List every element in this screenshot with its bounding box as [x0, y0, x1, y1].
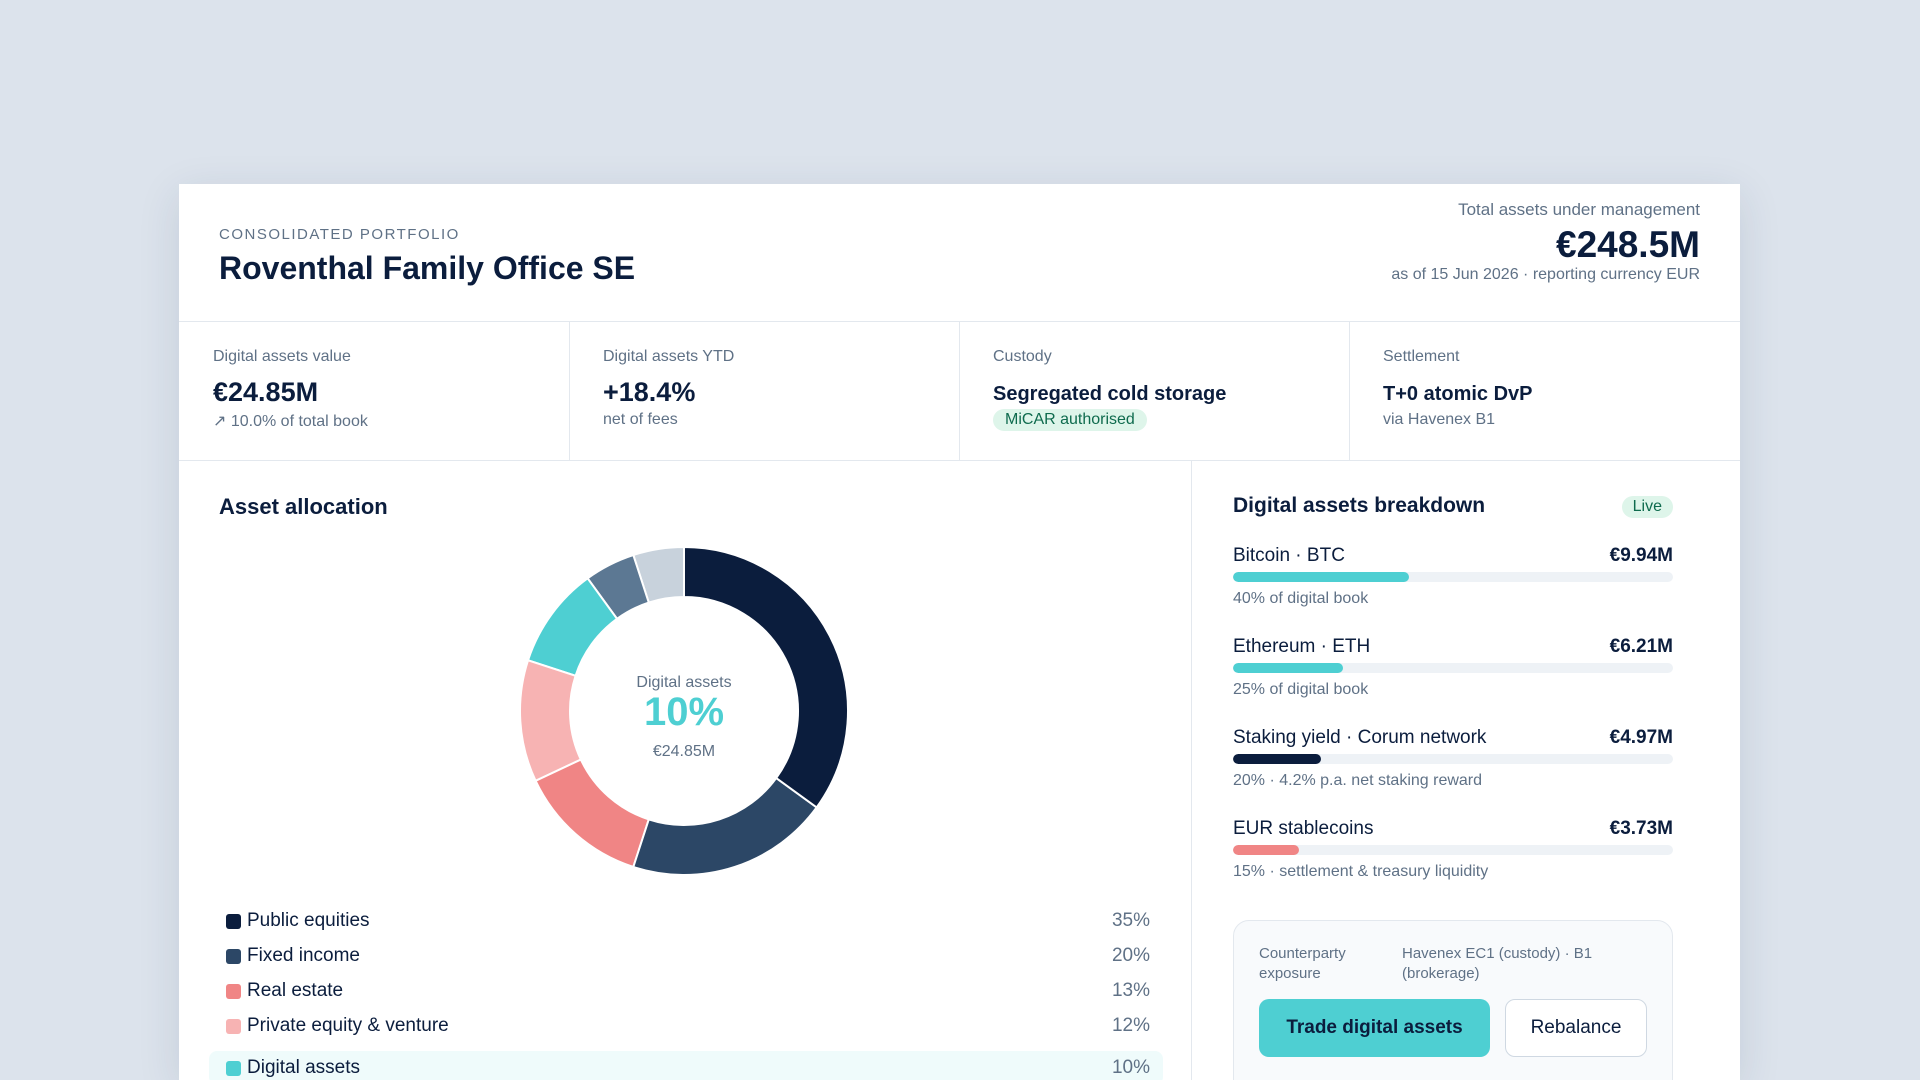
aum-value: €248.5M [1556, 224, 1700, 265]
bar-track [1233, 663, 1673, 673]
donut-slice [534, 758, 651, 869]
item-note: 15% · settlement & treasury liquidity [1233, 863, 1489, 880]
breakdown-item: Bitcoin · BTC €9.94M 40% of digital book [1233, 545, 1673, 635]
legend-value: 12% [1111, 1015, 1150, 1036]
legend-item: Private equity & venture 12% [209, 1009, 1163, 1043]
kpi-label: Custody [993, 348, 1052, 365]
page-title: Roventhal Family Office SE [219, 250, 636, 286]
legend-swatch [226, 914, 241, 929]
kpi-note: via Havenex B1 [1383, 411, 1496, 428]
donut-slice [586, 553, 651, 621]
bar [1233, 754, 1321, 764]
aum-note: as of 15 Jun 2026 · reporting currency E… [1391, 266, 1700, 283]
live-badge: Live [1621, 496, 1673, 518]
kpi-note: ↗ 10.0% of total book [213, 413, 368, 430]
aum-label: Total assets under management [1458, 200, 1700, 219]
trade-button[interactable]: Trade digital assets [1259, 999, 1490, 1057]
item-note: 25% of digital book [1233, 681, 1369, 698]
divider [1191, 460, 1192, 1080]
kpi: Custody Segregated cold storage MiCAR auth… [959, 321, 1350, 460]
kpi-label: Digital assets value [213, 348, 351, 365]
item-note: 40% of digital book [1233, 590, 1369, 607]
legend-label: Fixed income [247, 945, 360, 966]
legend-swatch [226, 1019, 241, 1034]
item-value: €6.21M [1609, 636, 1673, 657]
bar [1233, 572, 1409, 582]
item-name: Bitcoin · BTC [1233, 545, 1345, 566]
center-note: €24.85M [653, 743, 715, 760]
legend-value: 20% [1111, 945, 1150, 966]
divider [179, 460, 1740, 461]
donut-slice [683, 545, 849, 809]
item-value: €9.94M [1609, 545, 1673, 566]
donut-chart: Digital assets 10% €24.85M [519, 545, 849, 876]
eyebrow: CONSOLIDATED PORTFOLIO [219, 226, 460, 243]
legend-value: 35% [1111, 910, 1150, 931]
item-note: 20% · 4.2% p.a. net staking reward [1233, 772, 1483, 789]
section-title: Asset allocation [219, 494, 388, 519]
legend-value: 10% [1111, 1057, 1150, 1078]
legend-label: Public equities [247, 910, 370, 931]
donut-slice [519, 659, 583, 783]
bar [1233, 845, 1299, 855]
exposure-value: Havenex EC1 (custody) · B1 (brokerage) [1402, 945, 1593, 982]
kpi-badge: MiCAR authorised [993, 409, 1147, 431]
legend-item: Public equities 35% [209, 904, 1163, 938]
item-name: Staking yield · Corum network [1233, 727, 1487, 748]
bar-track [1233, 845, 1673, 855]
legend-item: Real estate 13% [209, 974, 1163, 1008]
donut-slice [526, 576, 619, 678]
legend-swatch [226, 1061, 241, 1076]
kpi-label: Settlement [1383, 348, 1460, 365]
kpi-value: +18.4% [603, 377, 696, 407]
kpi: Settlement T+0 atomic DvP via Havenex B1 [1349, 321, 1739, 460]
kpi-note: net of fees [603, 411, 678, 428]
legend-item: Digital assets 10% [209, 1051, 1163, 1080]
bar-track [1233, 572, 1673, 582]
kpi-label: Digital assets YTD [603, 348, 735, 365]
legend-swatch [226, 984, 241, 999]
kpi: Digital assets value €24.85M ↗ 10.0% of to… [179, 321, 570, 460]
item-value: €4.97M [1609, 727, 1673, 748]
legend-swatch [226, 949, 241, 964]
legend-item: Fixed income 20% [209, 939, 1163, 973]
center-value: 10% [644, 690, 724, 734]
bar-track [1233, 754, 1673, 764]
breakdown-item: Staking yield · Corum network €4.97M 20% ·… [1233, 727, 1673, 817]
legend-label: Real estate [247, 980, 344, 1001]
breakdown-item: Ethereum · ETH €6.21M 25% of digital book [1233, 636, 1673, 726]
kpi-value: T+0 atomic DvP [1383, 383, 1533, 405]
kpi-value: Segregated cold storage [993, 383, 1227, 405]
legend-label: Digital assets [247, 1057, 360, 1078]
item-value: €3.73M [1609, 818, 1673, 839]
center-label: Digital assets [636, 674, 731, 691]
portfolio-card: CONSOLIDATED PORTFOLIO Roventhal Family … [179, 184, 1740, 1080]
item-name: EUR stablecoins [1233, 818, 1374, 839]
section-title: Digital assets breakdown [1233, 494, 1486, 517]
bar [1233, 663, 1343, 673]
legend-value: 13% [1111, 980, 1150, 1001]
kpi: Digital assets YTD +18.4% net of fees [569, 321, 960, 460]
breakdown-item: EUR stablecoins €3.73M 15% · settlement & … [1233, 818, 1673, 908]
donut-slice [632, 776, 819, 876]
legend-label: Private equity & venture [247, 1015, 449, 1036]
exposure-label: Counterparty exposure [1259, 945, 1346, 982]
kpi-value: €24.85M [213, 377, 319, 407]
rebalance-button[interactable]: Rebalance [1505, 999, 1647, 1057]
item-name: Ethereum · ETH [1233, 636, 1371, 657]
